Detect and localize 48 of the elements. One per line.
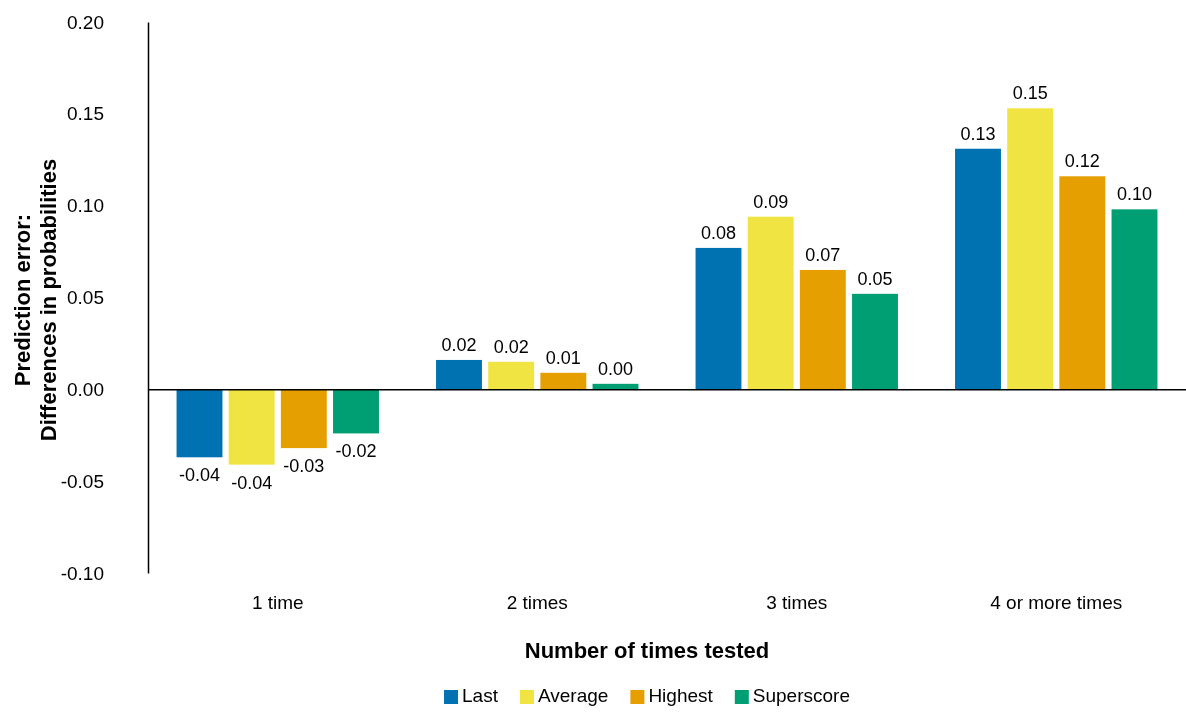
data-label: 0.02 bbox=[493, 336, 529, 357]
data-label: -0.03 bbox=[283, 456, 325, 477]
bar bbox=[436, 359, 482, 390]
data-label: 0.09 bbox=[753, 191, 789, 212]
y-tick-label: -0.05 bbox=[60, 470, 104, 492]
data-label: 0.10 bbox=[1116, 184, 1153, 205]
data-label: 0.07 bbox=[805, 244, 841, 265]
x-tick-label: 4 or more times bbox=[990, 592, 1123, 613]
data-label: 0.08 bbox=[700, 222, 737, 243]
data-label: 0.02 bbox=[441, 334, 477, 355]
legend-label: Highest bbox=[648, 685, 714, 706]
bar bbox=[852, 293, 898, 390]
data-label: 0.05 bbox=[857, 268, 893, 289]
bar bbox=[695, 247, 742, 390]
bar bbox=[1007, 108, 1054, 390]
bar bbox=[540, 372, 587, 390]
x-axis-title: Number of times tested bbox=[524, 638, 770, 663]
bar bbox=[228, 389, 275, 465]
data-label: 0.00 bbox=[597, 358, 634, 379]
x-tick-label: 3 times bbox=[766, 592, 828, 613]
y-tick-label: -0.10 bbox=[60, 562, 104, 584]
y-tick-label: 0.00 bbox=[67, 378, 104, 400]
y-tick-label: 0.10 bbox=[67, 195, 104, 217]
y-tick-label: 0.15 bbox=[67, 103, 104, 125]
data-label: 0.12 bbox=[1064, 151, 1100, 172]
y-tick-label: 0.20 bbox=[67, 11, 104, 33]
data-label: 0.13 bbox=[960, 123, 996, 144]
x-tick-label: 1 time bbox=[251, 592, 304, 613]
bar bbox=[747, 216, 794, 390]
x-tick-label: 2 times bbox=[506, 592, 568, 613]
bar bbox=[955, 148, 1001, 390]
data-label: 0.15 bbox=[1012, 83, 1048, 104]
bar bbox=[333, 389, 379, 434]
data-label: 0.01 bbox=[545, 347, 581, 368]
bar bbox=[488, 361, 535, 390]
legend-label: Superscore bbox=[752, 685, 850, 706]
bar bbox=[280, 389, 327, 449]
y-axis-title: Prediction error: Differences in probabilities bbox=[10, 158, 61, 442]
legend-label: Average bbox=[537, 685, 609, 706]
legend-label: Last bbox=[462, 685, 499, 706]
y-tick-label: 0.05 bbox=[67, 287, 104, 309]
bar bbox=[1059, 176, 1106, 390]
bar bbox=[799, 269, 846, 390]
bar bbox=[176, 389, 223, 458]
data-label: -0.02 bbox=[335, 441, 377, 462]
bar bbox=[1111, 209, 1158, 390]
data-label: -0.04 bbox=[231, 472, 273, 493]
data-label: -0.04 bbox=[178, 465, 221, 486]
